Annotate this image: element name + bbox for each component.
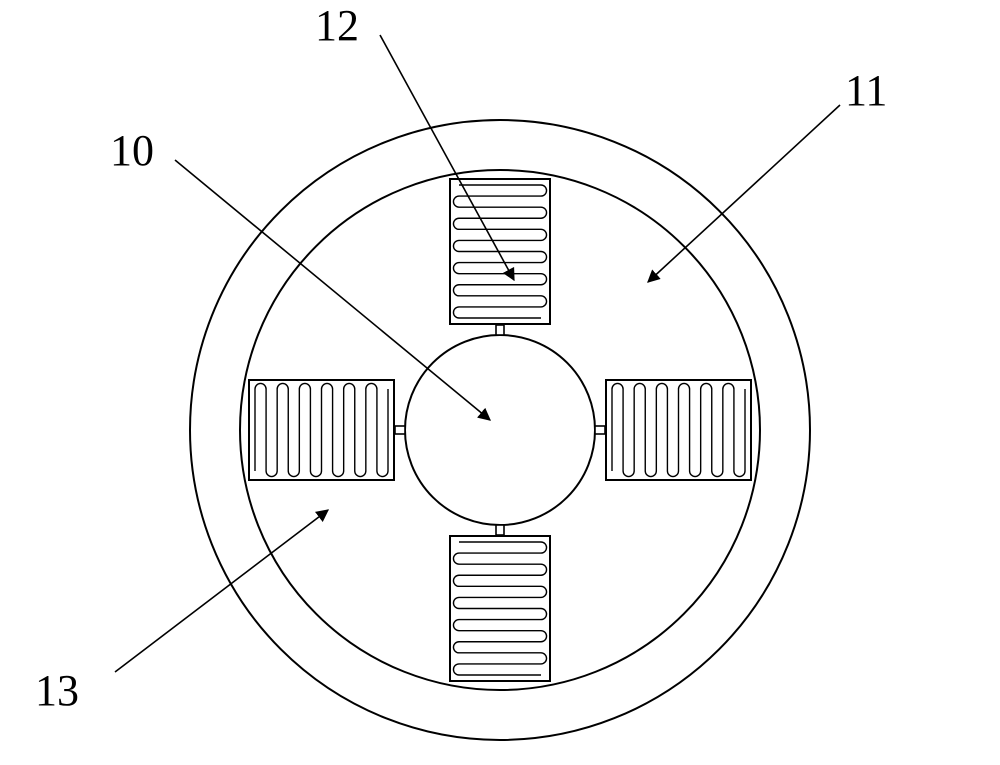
spring-assembly bbox=[249, 380, 405, 480]
spring-post bbox=[395, 426, 405, 434]
label-11: 11 bbox=[845, 66, 887, 115]
label-10: 10 bbox=[110, 126, 154, 175]
leader-12 bbox=[380, 35, 514, 280]
label-13: 13 bbox=[35, 666, 79, 715]
leader-11 bbox=[648, 105, 840, 282]
spring-assembly bbox=[450, 525, 550, 681]
label-12: 12 bbox=[315, 1, 359, 50]
hub-circle bbox=[405, 335, 595, 525]
spring-assembly bbox=[595, 380, 751, 480]
spring-post bbox=[595, 426, 605, 434]
spring-post bbox=[496, 525, 504, 535]
spring-post bbox=[496, 325, 504, 335]
spring-assembly bbox=[450, 179, 550, 335]
